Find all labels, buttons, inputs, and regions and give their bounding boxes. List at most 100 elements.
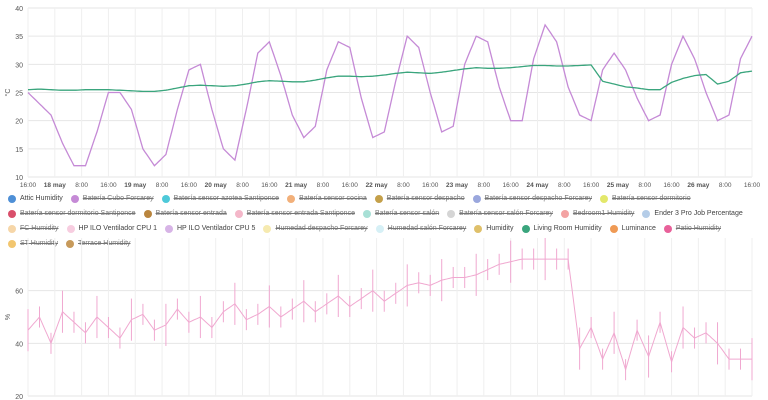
legend-item[interactable]: Terrace Humidity bbox=[66, 238, 131, 250]
legend-item-label: Batería sensor dormitorio bbox=[612, 195, 691, 202]
legend-color-dot bbox=[70, 195, 79, 203]
legend-item-label: HP ILO Ventilador CPU 5 bbox=[176, 225, 256, 232]
legend-item[interactable]: ST Humidity bbox=[8, 238, 58, 250]
x-tick-label: 19 may bbox=[124, 182, 146, 189]
legend-item[interactable]: Luminance bbox=[609, 223, 656, 235]
x-tick-label: 16:00 bbox=[422, 182, 439, 189]
legend-item[interactable]: Living Room Humidity bbox=[521, 223, 602, 235]
x-tick-label: 21 may bbox=[285, 182, 307, 189]
legend-color-dot bbox=[374, 195, 383, 203]
legend-color-dot bbox=[8, 225, 16, 233]
y-axis-label: % bbox=[5, 314, 12, 320]
x-tick-label: 8:00 bbox=[397, 182, 410, 189]
legend-item[interactable]: Batería sensor salón bbox=[362, 208, 439, 220]
legend-item-label: Luminance bbox=[621, 225, 656, 232]
y-tick-label: 40 bbox=[15, 6, 23, 13]
legend-item[interactable]: Bedroom1 Humidity bbox=[560, 208, 635, 220]
legend-item[interactable]: Patio Humidity bbox=[663, 223, 721, 235]
legend-color-dot bbox=[161, 195, 170, 203]
x-tick-label: 25 may bbox=[607, 182, 629, 189]
y-tick-label: 40 bbox=[15, 341, 23, 348]
y-tick-label: 30 bbox=[15, 62, 23, 69]
legend-item-label: Batería sensor cocina bbox=[299, 195, 367, 202]
legend-color-dot bbox=[287, 195, 296, 203]
legend-color-dot bbox=[66, 240, 74, 248]
legend-color-dot bbox=[8, 195, 16, 203]
legend-item-label: Batería sensor entrada Santiponce bbox=[246, 210, 355, 217]
legend-color-dot bbox=[663, 225, 672, 233]
legend-item[interactable]: Batería sensor despacho Forcarey bbox=[472, 193, 592, 205]
legend-item[interactable]: Humedad despacho Forcarey bbox=[263, 223, 368, 235]
legend-item-label: Humedad despacho Forcarey bbox=[275, 225, 368, 232]
y-tick-label: 10 bbox=[15, 175, 23, 182]
legend-color-dot bbox=[263, 225, 272, 233]
x-tick-label: 8:00 bbox=[558, 182, 571, 189]
x-tick-label: 8:00 bbox=[156, 182, 169, 189]
legend-item[interactable]: Batería sensor entrada bbox=[143, 208, 227, 220]
legend-item[interactable]: Batería sensor cocina bbox=[287, 193, 367, 205]
x-tick-label: 8:00 bbox=[236, 182, 249, 189]
legend-item-label: Batería sensor despacho bbox=[386, 195, 465, 202]
x-tick-label: 16:00 bbox=[20, 182, 37, 189]
legend-item[interactable]: Ender 3 Pro Job Percentage bbox=[642, 208, 743, 220]
legend-item[interactable]: Batería sensor dormitorio Santiponce bbox=[8, 208, 136, 220]
x-tick-label: 16:00 bbox=[663, 182, 680, 189]
y-tick-label: 15 bbox=[15, 147, 23, 154]
legend-item[interactable]: Batería sensor azotea Santiponce bbox=[161, 193, 279, 205]
legend-color-dot bbox=[609, 225, 618, 233]
legend-item[interactable]: Batería sensor salón Forcarey bbox=[447, 208, 553, 220]
x-tick-label: 23 may bbox=[446, 182, 468, 189]
legend-color-dot bbox=[164, 225, 173, 233]
series-line bbox=[27, 64, 753, 93]
legend-item[interactable]: Batería sensor despacho bbox=[374, 193, 465, 205]
legend-color-dot bbox=[472, 195, 481, 203]
x-tick-label: 16:00 bbox=[342, 182, 359, 189]
x-tick-label: 16:00 bbox=[744, 182, 761, 189]
legend-item[interactable]: HP ILO Ventilador CPU 5 bbox=[164, 223, 256, 235]
legend-item[interactable]: Batería sensor entrada Santiponce bbox=[234, 208, 355, 220]
legend-item[interactable]: Batería Cubo Forcarey bbox=[70, 193, 154, 205]
y-tick-label: 60 bbox=[15, 289, 23, 296]
legend-color-dot bbox=[143, 210, 152, 218]
series-line bbox=[27, 258, 752, 372]
legend-item[interactable]: HP ILO Ventilador CPU 1 bbox=[66, 223, 157, 235]
y-tick-label: 35 bbox=[15, 34, 23, 41]
chart-legend: Attic Humidity Batería Cubo Forcarey Bater… bbox=[8, 193, 766, 253]
x-tick-label: 18 may bbox=[44, 182, 66, 189]
legend-item[interactable]: FC Humidity bbox=[8, 223, 59, 235]
legend-item-label: Batería Cubo Forcarey bbox=[82, 195, 154, 202]
x-tick-label: 8:00 bbox=[317, 182, 330, 189]
legend-color-dot bbox=[8, 240, 16, 248]
legend-item-label: Batería sensor salón Forcarey bbox=[459, 210, 553, 217]
legend-color-dot bbox=[642, 210, 651, 218]
legend-item[interactable]: Attic Humidity bbox=[8, 193, 63, 205]
legend-item[interactable]: Humedad salón Forcarey bbox=[375, 223, 467, 235]
x-tick-label: 16:00 bbox=[583, 182, 600, 189]
legend-item-label: Batería sensor entrada bbox=[155, 210, 227, 217]
legend-color-dot bbox=[66, 225, 75, 233]
x-tick-label: 8:00 bbox=[75, 182, 88, 189]
legend-item-label: Humedad salón Forcarey bbox=[387, 225, 467, 232]
legend-color-dot bbox=[521, 225, 530, 233]
x-tick-label: 20 may bbox=[205, 182, 227, 189]
legend-item-label: HP ILO Ventilador CPU 1 bbox=[78, 225, 157, 232]
legend-item[interactable]: Batería sensor dormitorio bbox=[600, 193, 691, 205]
legend-item[interactable]: Humidity bbox=[474, 223, 514, 235]
x-tick-label: 8:00 bbox=[478, 182, 491, 189]
legend-color-dot bbox=[8, 210, 16, 218]
x-tick-label: 16:00 bbox=[181, 182, 198, 189]
x-tick-label: 24 may bbox=[526, 182, 548, 189]
legend-item-label: Bedroom1 Humidity bbox=[572, 210, 635, 217]
x-tick-label: 16:00 bbox=[503, 182, 520, 189]
legend-color-dot bbox=[234, 210, 243, 218]
legend-item-label: Humidity bbox=[486, 225, 514, 232]
legend-item-label: Batería sensor despacho Forcarey bbox=[484, 195, 592, 202]
y-tick-label: 25 bbox=[15, 91, 23, 98]
legend-color-dot bbox=[600, 195, 608, 203]
x-tick-label: 16:00 bbox=[261, 182, 278, 189]
legend-color-dot bbox=[560, 210, 569, 218]
temperature-chart: 10 15 20 25 30 35 40 °C 16:00 18 may 8:00 16:00 19 m… bbox=[4, 6, 761, 189]
legend-color-dot bbox=[474, 225, 483, 233]
legend-item-label: Attic Humidity bbox=[20, 195, 63, 202]
legend-color-dot bbox=[362, 210, 371, 218]
